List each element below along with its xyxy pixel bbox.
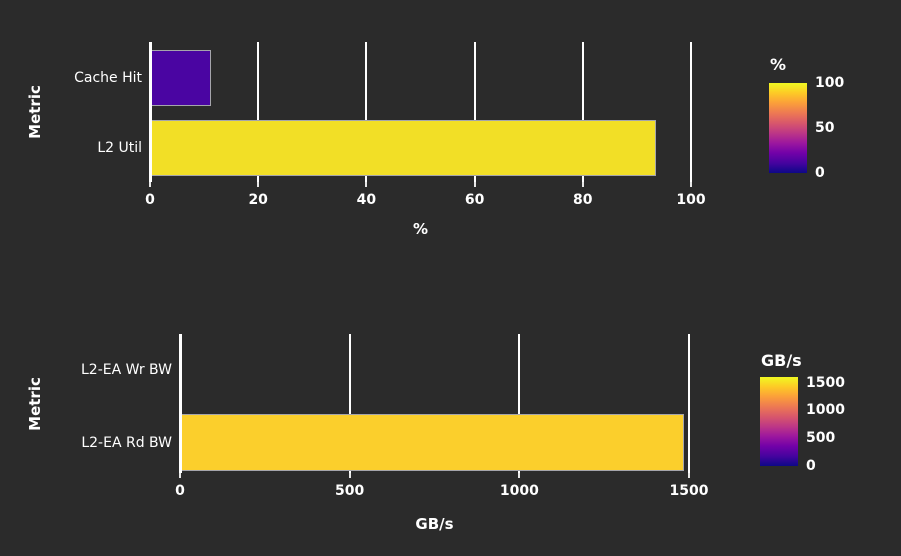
- colorbar-tick-label: 0: [806, 458, 816, 474]
- colorbar-gradient: [760, 377, 798, 466]
- x-axis-title: %: [412, 220, 429, 238]
- colorbar-tick-label: 1000: [806, 402, 845, 419]
- tick-mark: [149, 182, 151, 187]
- gridline: [365, 42, 368, 182]
- colorbar-tick-label: 100: [815, 75, 845, 91]
- colorbar-tick-label: 50: [815, 120, 835, 136]
- gridline: [257, 42, 260, 182]
- gridline: [688, 334, 690, 473]
- x-axis-title: GB/s: [415, 515, 454, 533]
- colorbar-gradient: [769, 83, 807, 173]
- tick-mark: [581, 182, 584, 187]
- gridline: [690, 42, 692, 182]
- tick-mark: [365, 182, 368, 187]
- x-tick-label: 80: [573, 192, 593, 208]
- y-axis-line: [149, 42, 152, 182]
- gridline: [518, 334, 521, 473]
- y-axis-title: Metric: [26, 85, 44, 139]
- x-tick-label: 100: [676, 192, 706, 208]
- colorbar-tick-label: 1500: [806, 374, 845, 391]
- x-tick-label: 0: [175, 483, 185, 499]
- x-tick-label: 60: [464, 192, 485, 208]
- colorbar-title: %: [770, 55, 787, 74]
- gridline: [581, 42, 584, 182]
- x-tick-label: 0: [145, 192, 155, 208]
- x-tick-label: 40: [356, 192, 377, 208]
- gridline: [348, 334, 351, 473]
- x-tick-label: 500: [335, 483, 365, 499]
- category-label-l2-ea-wr-bw: L2-EA Wr BW: [81, 361, 172, 378]
- plot-area: 0 500 1000 1500 L2-EA Wr BW L2-EA Rd BW: [81, 334, 708, 499]
- category-label-l2-ea-rd-bw: L2-EA Rd BW: [81, 434, 172, 451]
- y-axis-line: [179, 334, 182, 473]
- bar-l2-util: [150, 120, 657, 176]
- tick-mark: [690, 182, 692, 187]
- x-tick-label: 20: [248, 192, 268, 208]
- category-label-l2-util: L2 Util: [97, 140, 142, 156]
- x-tick-label: 1500: [669, 483, 709, 499]
- tick-mark: [257, 182, 260, 187]
- bar-l2-ea-rd-bw: [180, 414, 684, 471]
- colorbar-tick-label: 0: [815, 165, 825, 181]
- plot-area: 0 20 40 60 80 100 Cache Hit L2 Util: [74, 42, 706, 208]
- tick-mark: [348, 473, 351, 478]
- tick-mark: [518, 473, 521, 478]
- tick-mark: [688, 473, 690, 478]
- gridline: [473, 42, 476, 182]
- y-axis-title: Metric: [26, 376, 44, 431]
- tick-mark: [473, 182, 476, 187]
- colorbar-title: GB/s: [761, 351, 802, 370]
- colorbar-tick-label: 500: [806, 430, 836, 447]
- x-tick-label: 1000: [499, 483, 539, 499]
- bar-cache-hit: [150, 50, 212, 106]
- tick-mark: [179, 473, 181, 478]
- category-label-cache-hit: Cache Hit: [74, 70, 142, 86]
